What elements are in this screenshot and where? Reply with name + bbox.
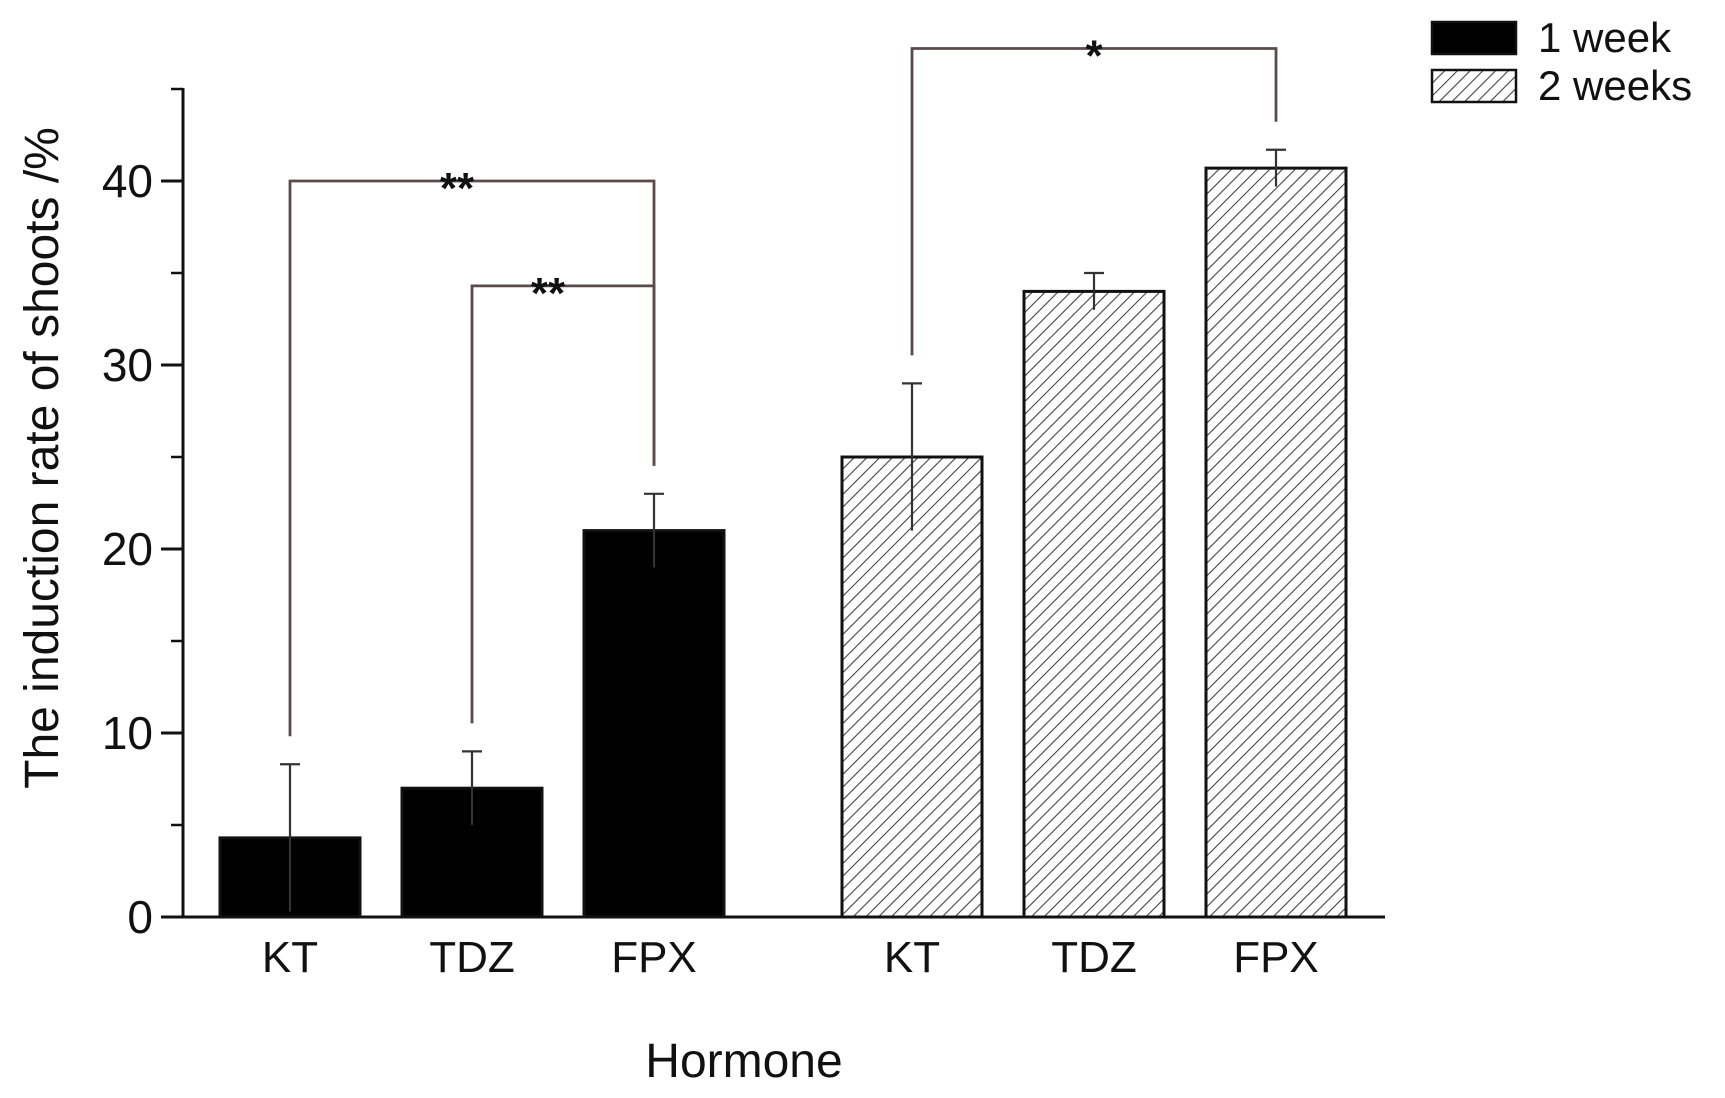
bars-layer [218,166,1348,919]
y-axis-title: The induction rate of shoots /% [16,127,69,789]
significance-label: ** [531,269,566,318]
significance-layer: ***** [288,32,1278,737]
x-tick-label: TDZ [429,933,515,982]
x-tick-label: KT [262,933,318,982]
significance-label: ** [440,164,475,213]
x-tick-label: KT [884,933,940,982]
axes-layer: 0 10 20 30 40 KT TDZ FPX KT TDZ FPX [102,87,1385,982]
y-tick-label: 20 [102,523,153,575]
significance-label: * [1085,32,1103,81]
legend-label: 2 weeks [1538,62,1692,109]
legend-label: 1 week [1538,14,1672,61]
x-tick-label: FPX [611,933,697,982]
bar-1-tdz [1022,289,1166,919]
y-tick-label: 0 [127,891,153,943]
error-bars-layer [280,148,1286,912]
legend-swatch [1430,68,1518,104]
significance-bracket [470,284,656,724]
bar-0-fpx [582,529,726,919]
y-tick-label: 30 [102,339,153,391]
y-tick-label: 40 [102,155,153,207]
x-tick-label: TDZ [1051,933,1137,982]
bar-1-kt [840,455,984,919]
x-tick-label: FPX [1233,933,1319,982]
x-axis-title: Hormone [645,1035,842,1088]
significance-bracket [910,47,1278,356]
bar-1-fpx [1204,166,1348,919]
y-tick-label: 10 [102,707,153,759]
legend-swatch [1430,20,1518,56]
